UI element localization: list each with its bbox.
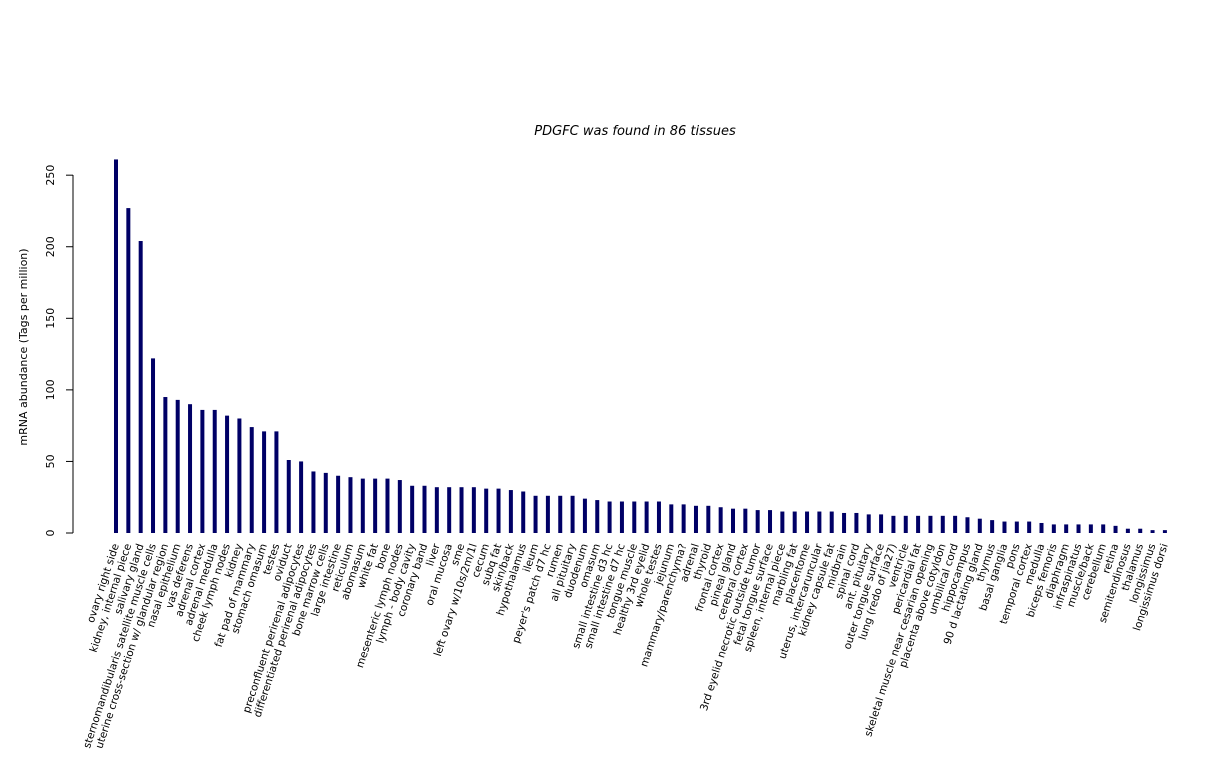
bar bbox=[1101, 524, 1106, 533]
bar bbox=[1162, 530, 1167, 533]
chart-title: PDGFC was found in 86 tissues bbox=[534, 124, 736, 139]
bar bbox=[965, 517, 970, 533]
bar bbox=[1002, 521, 1007, 533]
y-tick-label: 200 bbox=[44, 236, 57, 257]
bar bbox=[903, 515, 908, 533]
bar bbox=[743, 508, 748, 533]
bar bbox=[718, 507, 723, 533]
bar bbox=[200, 409, 205, 533]
bar bbox=[274, 431, 279, 533]
bar bbox=[558, 495, 563, 533]
bar bbox=[175, 399, 180, 533]
bar bbox=[151, 358, 156, 533]
bar bbox=[422, 485, 427, 533]
bar bbox=[928, 515, 933, 533]
bar bbox=[521, 491, 526, 533]
bar bbox=[792, 511, 797, 533]
bar bbox=[471, 487, 476, 533]
bar bbox=[138, 241, 143, 534]
bar bbox=[459, 487, 464, 533]
bar bbox=[1150, 530, 1155, 533]
bar bbox=[484, 488, 489, 533]
bar bbox=[916, 515, 921, 533]
bar bbox=[348, 477, 353, 533]
bar bbox=[582, 498, 587, 533]
bar bbox=[891, 515, 896, 533]
bar bbox=[299, 461, 304, 533]
bar bbox=[1125, 528, 1130, 533]
bar bbox=[595, 500, 600, 533]
bar bbox=[1039, 522, 1044, 533]
bar bbox=[854, 512, 859, 533]
bars bbox=[114, 159, 1167, 534]
bar bbox=[977, 518, 982, 533]
bar bbox=[570, 495, 575, 533]
bar bbox=[940, 515, 945, 533]
bar bbox=[1051, 524, 1056, 533]
bar bbox=[237, 418, 242, 533]
bar bbox=[990, 520, 995, 533]
bar bbox=[336, 475, 341, 533]
bar bbox=[126, 208, 131, 534]
y-tick-label: 250 bbox=[44, 165, 57, 186]
bar bbox=[286, 460, 291, 533]
bar bbox=[1064, 524, 1069, 533]
bar bbox=[249, 427, 254, 533]
bar bbox=[1027, 521, 1032, 533]
y-axis-ticks: 0 50 100 150 200 250 bbox=[44, 165, 73, 537]
bar bbox=[632, 501, 637, 533]
bar bbox=[545, 495, 550, 533]
bar bbox=[1113, 525, 1118, 533]
bar bbox=[656, 501, 661, 533]
bar bbox=[644, 501, 649, 533]
bar bbox=[397, 480, 402, 533]
bar bbox=[706, 505, 711, 533]
bar bbox=[1014, 521, 1019, 533]
bar bbox=[311, 471, 316, 533]
bar bbox=[953, 515, 958, 533]
bar bbox=[768, 510, 773, 533]
bar bbox=[114, 159, 118, 533]
bar bbox=[780, 511, 785, 533]
bar bbox=[731, 508, 735, 533]
bar bbox=[188, 404, 193, 533]
y-tick-label: 100 bbox=[44, 379, 57, 400]
bar bbox=[1138, 528, 1143, 533]
bar bbox=[1076, 524, 1081, 533]
bar bbox=[817, 511, 822, 533]
bar bbox=[1088, 524, 1093, 533]
bar bbox=[681, 504, 686, 533]
bar bbox=[262, 431, 267, 533]
bar bbox=[373, 478, 378, 533]
bar bbox=[619, 501, 624, 533]
bar bbox=[829, 511, 834, 533]
bar bbox=[212, 409, 217, 533]
y-tick-label: 0 bbox=[44, 530, 57, 537]
bar bbox=[163, 397, 168, 533]
bar bbox=[508, 490, 513, 533]
bar bbox=[533, 495, 538, 533]
bar bbox=[755, 510, 760, 533]
bar bbox=[866, 514, 871, 533]
bar bbox=[323, 472, 328, 533]
bar bbox=[842, 512, 847, 533]
bar bbox=[447, 487, 452, 533]
bar bbox=[879, 514, 884, 533]
bar bbox=[607, 501, 612, 533]
bar bbox=[385, 478, 390, 533]
y-axis-label: mRNA abundance (Tags per million) bbox=[17, 248, 30, 445]
y-tick-label: 50 bbox=[44, 454, 57, 468]
bar bbox=[496, 488, 501, 533]
y-tick-label: 150 bbox=[44, 308, 57, 329]
bar bbox=[225, 415, 230, 533]
bar bbox=[669, 504, 674, 533]
bar bbox=[693, 505, 698, 533]
bar bbox=[434, 487, 439, 533]
bar bbox=[805, 511, 810, 533]
bar bbox=[410, 485, 415, 533]
bar bbox=[360, 478, 365, 533]
